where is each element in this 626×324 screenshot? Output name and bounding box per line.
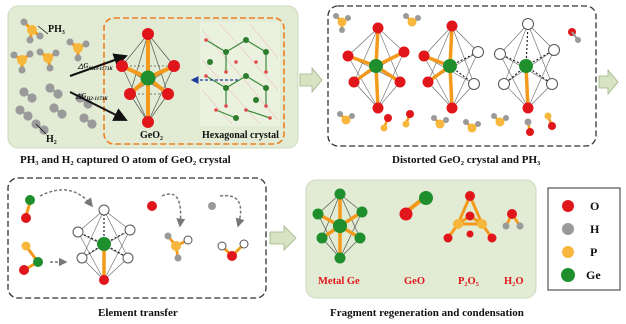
panel4-caption: Fragment regeneration and condensation [330,307,524,319]
panel3-caption: Element transfer [98,307,178,319]
transfer-arrow [161,193,186,228]
gibbs-ph3: △GPH3-1173K [77,62,113,72]
h2o-molecule [502,209,524,230]
flow-arrow-1 [299,66,323,94]
h2-molecules [15,83,97,135]
legend-swatch-h [562,223,574,235]
legend-label-p: P [590,245,597,259]
h2-label: H₂ [46,134,57,145]
product-p2o5: P₂O₅ [458,276,479,287]
atom-legend: O H P Ge [547,187,621,291]
p2o5-molecule [443,191,497,243]
legend-swatch-p [562,246,574,258]
legend-label-o: O [590,199,599,213]
panel-distorted-crystal: Distorted GeO₂ crystal and PH₃ [327,5,597,166]
h2-reaction-arrow [69,91,128,121]
distorted-octahedron [418,20,484,114]
flow-arrow-2 [598,68,619,96]
panel-fragment-regeneration: Metal Ge GeO P₂O₅ [305,179,537,319]
hexagonal-crystal-image [200,22,280,126]
panel-gas-capture: PH₃ [7,5,299,166]
gibbs-h2: △GH2-1173K [75,92,108,102]
panel2-caption: Distorted GeO₂ crystal and PH₃ [392,154,541,166]
hexagonal-crystal-label: Hexagonal crystal [202,130,279,141]
distorted-octahedron [342,22,410,114]
ph3-molecule [36,48,60,72]
ph3-molecule [20,18,44,44]
transfer-arrow [39,189,93,208]
product-geo: GeO [404,276,425,287]
ph3-molecule [66,38,90,62]
ph3-molecule [10,50,34,74]
geo2-octahedron [116,28,180,128]
legend-swatch-o [562,200,574,212]
flow-arrow-3 [269,225,297,251]
distorted-octahedron [494,18,560,114]
product-metal-ge: Metal Ge [318,276,360,287]
transfer-arrow [219,194,245,228]
geo2-label: GeO₂ [140,130,163,141]
geo-molecule [399,191,433,221]
legend-label-ge: Ge [586,268,601,282]
ph3-label: PH₃ [48,24,65,35]
legend-swatch-ge [561,268,575,282]
ph3-reaction-arrow [69,53,128,77]
product-h2o: H₂O [504,276,523,287]
ph3-fragments [333,13,581,136]
panel1-caption: PH₃ and H₂ captured O atom of GeO₂ cryst… [20,154,231,166]
panel-element-transfer: Element transfer [7,177,267,319]
transfer-octahedron [72,204,136,285]
legend-label-h: H [590,222,600,236]
metal-ge-cluster [312,188,368,264]
